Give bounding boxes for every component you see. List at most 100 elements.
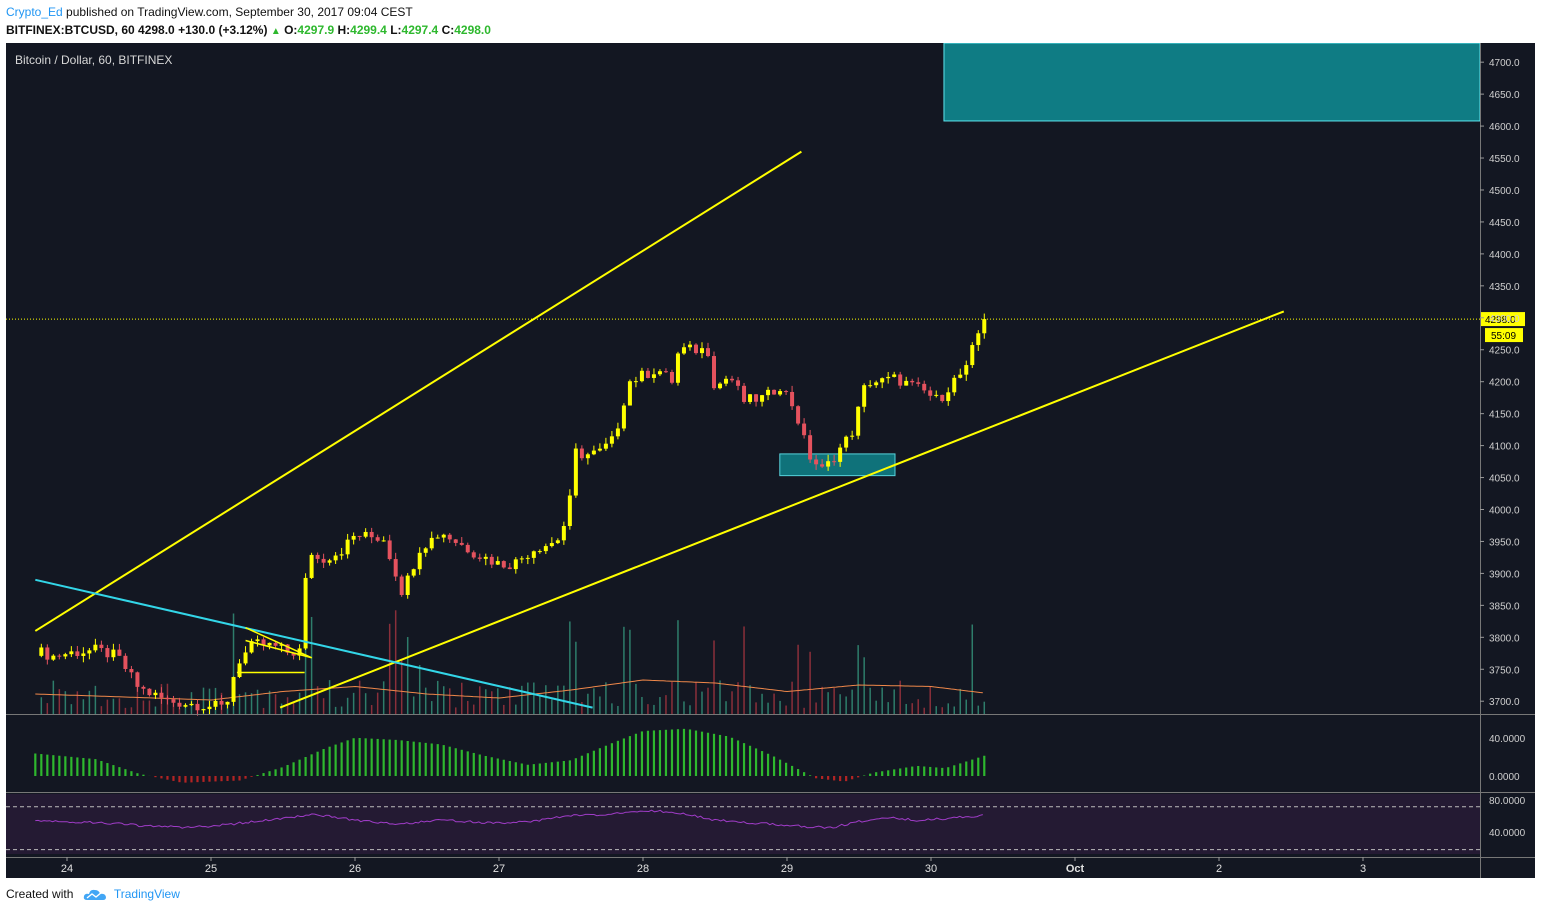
up-triangle-icon: ▲	[270, 26, 281, 37]
candle	[507, 567, 512, 570]
candle	[189, 703, 194, 706]
y-tick-label: 4150.0	[1489, 410, 1520, 421]
x-tick-label: 27	[493, 863, 505, 875]
candle	[730, 378, 735, 381]
candle	[327, 560, 332, 563]
candle	[87, 650, 92, 654]
candle	[850, 435, 855, 437]
candle	[802, 423, 807, 436]
y-tick-label: 4350.0	[1489, 282, 1520, 293]
candle	[369, 531, 374, 538]
candle	[675, 353, 680, 383]
candle	[796, 406, 801, 424]
candle	[922, 383, 927, 391]
candle	[99, 644, 104, 649]
candle	[477, 557, 482, 559]
candle	[742, 385, 747, 402]
candle	[886, 376, 891, 379]
candle	[910, 380, 915, 383]
candle	[495, 561, 500, 565]
price-chart[interactable]: 4298.0 55:09 3700.0 3750.0 3800.0 3850.0 3900.…	[6, 43, 1535, 878]
volume-ma-line	[35, 679, 983, 701]
candle	[237, 663, 242, 678]
candle	[531, 551, 536, 558]
candle	[561, 526, 566, 541]
x-tick-label: 3	[1360, 863, 1366, 875]
open-label: O:	[284, 23, 298, 37]
chart-background	[6, 43, 1535, 878]
candle	[201, 709, 206, 711]
candle	[603, 443, 608, 449]
y-tick-label: 4450.0	[1489, 218, 1520, 229]
candle	[706, 348, 711, 357]
x-tick-label: 30	[925, 863, 937, 875]
author-link[interactable]: Crypto_Ed	[6, 5, 63, 19]
candle	[868, 385, 873, 387]
macd-tick-label: 40.0000	[1489, 734, 1526, 745]
candle	[712, 356, 717, 389]
macd-tick-label: 0.0000	[1489, 772, 1520, 783]
x-tick-label: 2	[1216, 863, 1222, 875]
candle	[645, 370, 650, 378]
candle	[519, 558, 524, 560]
candle	[699, 348, 704, 354]
candle	[832, 461, 837, 463]
candle	[856, 406, 861, 436]
candle	[105, 648, 110, 658]
candle	[579, 448, 584, 459]
y-tick-label: 4400.0	[1489, 250, 1520, 261]
candle	[964, 365, 969, 375]
candle	[339, 554, 344, 556]
candle	[549, 543, 554, 547]
candle	[195, 703, 200, 711]
high-label: H:	[337, 23, 351, 37]
y-tick-label: 3850.0	[1489, 601, 1520, 612]
candle	[363, 531, 368, 537]
candle	[159, 692, 164, 698]
candle	[862, 385, 867, 407]
candle	[826, 461, 831, 467]
candle	[772, 389, 777, 395]
candle	[483, 556, 488, 559]
candle	[982, 319, 987, 334]
candle	[814, 459, 819, 465]
candle	[525, 557, 530, 559]
low-value: 4297.4	[401, 23, 439, 37]
candle	[135, 672, 140, 687]
y-tick-label: 4250.0	[1489, 346, 1520, 357]
candle	[591, 450, 596, 455]
candle	[880, 378, 885, 383]
candle	[261, 639, 266, 646]
candle	[441, 534, 446, 538]
countdown-tag	[1485, 328, 1523, 343]
chart-header: Crypto_Ed published on TradingView.com, …	[6, 3, 1536, 41]
candle	[45, 647, 50, 660]
candle	[333, 555, 338, 561]
candle	[375, 537, 380, 541]
supply-zone	[943, 43, 1481, 122]
rsi-band	[6, 794, 1480, 854]
chart-title: Bitcoin / Dollar, 60, BITFINEX	[15, 53, 172, 67]
x-tick-label: 25	[205, 863, 217, 875]
candle	[345, 539, 350, 555]
candle	[303, 577, 308, 649]
candle	[57, 655, 62, 657]
ohlc-line: BITFINEX:BTCUSD, 60 4298.0 +130.0 (+3.12…	[6, 23, 491, 37]
y-tick-label: 3800.0	[1489, 633, 1520, 644]
candle	[934, 394, 939, 396]
candle	[267, 642, 272, 646]
candle	[573, 448, 578, 496]
candle	[219, 700, 224, 705]
candle	[177, 702, 182, 707]
change-value: +130.0 (+3.12%)	[178, 23, 268, 37]
candle	[657, 371, 662, 375]
candle	[111, 649, 116, 658]
tradingview-link[interactable]: TradingView	[113, 887, 180, 901]
candle	[393, 559, 398, 577]
candle	[543, 546, 548, 552]
y-tick-label: 4000.0	[1489, 506, 1520, 517]
candle	[249, 641, 254, 653]
y-tick-label: 4500.0	[1489, 186, 1520, 197]
candle	[165, 697, 170, 700]
candle	[123, 655, 128, 670]
